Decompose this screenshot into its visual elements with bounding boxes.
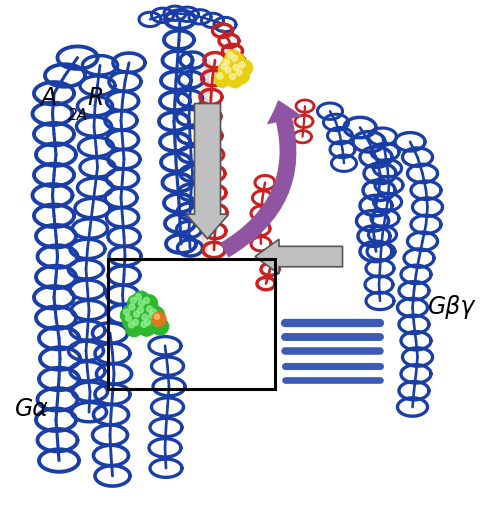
Circle shape xyxy=(150,309,156,316)
Circle shape xyxy=(138,307,143,314)
Circle shape xyxy=(124,309,130,316)
Circle shape xyxy=(126,316,132,322)
Circle shape xyxy=(146,310,163,328)
Circle shape xyxy=(138,319,155,336)
Text: Gβγ: Gβγ xyxy=(428,294,475,318)
Circle shape xyxy=(120,307,138,324)
Circle shape xyxy=(142,317,158,334)
Circle shape xyxy=(128,295,144,313)
Text: Gα: Gα xyxy=(15,396,49,420)
Circle shape xyxy=(132,320,138,326)
Circle shape xyxy=(233,65,239,71)
Circle shape xyxy=(236,70,242,76)
Circle shape xyxy=(154,321,160,327)
Circle shape xyxy=(214,72,230,88)
Circle shape xyxy=(134,312,140,318)
Circle shape xyxy=(230,63,246,79)
Circle shape xyxy=(239,63,245,69)
Circle shape xyxy=(152,318,168,335)
Circle shape xyxy=(224,60,230,66)
Circle shape xyxy=(130,298,136,304)
Circle shape xyxy=(141,322,147,328)
Circle shape xyxy=(229,54,245,70)
Circle shape xyxy=(146,306,152,313)
Circle shape xyxy=(136,294,141,300)
Bar xyxy=(108,260,275,389)
Circle shape xyxy=(218,62,234,78)
Circle shape xyxy=(126,320,142,337)
Circle shape xyxy=(225,51,241,67)
Circle shape xyxy=(144,298,150,304)
Circle shape xyxy=(130,309,148,326)
Circle shape xyxy=(139,312,156,329)
Circle shape xyxy=(126,302,143,319)
Circle shape xyxy=(221,58,237,74)
Circle shape xyxy=(217,74,223,80)
Circle shape xyxy=(144,320,150,326)
Circle shape xyxy=(225,68,231,74)
Circle shape xyxy=(129,304,135,310)
Circle shape xyxy=(149,313,155,319)
Circle shape xyxy=(149,315,166,332)
Text: A: A xyxy=(40,86,56,109)
Circle shape xyxy=(122,313,140,330)
Circle shape xyxy=(152,317,158,323)
Circle shape xyxy=(144,304,160,321)
Circle shape xyxy=(142,315,148,321)
Circle shape xyxy=(221,64,227,70)
Circle shape xyxy=(136,298,152,316)
Circle shape xyxy=(228,53,234,59)
Circle shape xyxy=(230,74,235,80)
Circle shape xyxy=(234,68,250,84)
Circle shape xyxy=(227,72,243,89)
Circle shape xyxy=(130,317,146,334)
Circle shape xyxy=(154,315,160,320)
Text: 2A: 2A xyxy=(68,107,87,123)
Circle shape xyxy=(132,292,150,309)
Text: R: R xyxy=(88,86,104,109)
Circle shape xyxy=(128,322,134,328)
Circle shape xyxy=(152,313,166,327)
FancyArrow shape xyxy=(186,104,228,239)
Circle shape xyxy=(236,61,252,77)
Circle shape xyxy=(134,305,152,322)
FancyArrowPatch shape xyxy=(221,102,300,257)
Circle shape xyxy=(140,295,158,313)
Circle shape xyxy=(148,307,164,324)
Circle shape xyxy=(222,66,238,82)
FancyArrow shape xyxy=(255,240,342,274)
Circle shape xyxy=(232,56,237,62)
Circle shape xyxy=(138,301,144,307)
